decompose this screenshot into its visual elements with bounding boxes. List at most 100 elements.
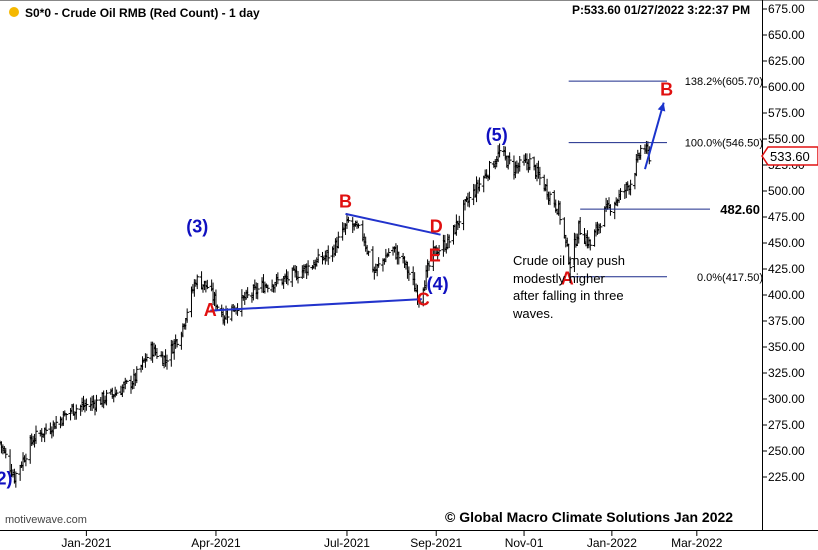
price-bar (205, 279, 210, 290)
price-bar (84, 398, 89, 411)
wave-label: B (339, 192, 352, 212)
price-bar (618, 188, 623, 200)
y-tick-label: 350.00 (768, 340, 805, 354)
price-bar (51, 420, 56, 437)
y-tick-label: 275.00 (768, 418, 805, 432)
wave-label: B (660, 79, 673, 99)
status-dot (9, 7, 19, 17)
wave-label: A (561, 269, 574, 289)
price-bar (296, 270, 301, 284)
price-bar (255, 282, 260, 300)
last-price-value: 533.60 (770, 149, 810, 164)
price-bar (23, 453, 28, 467)
price-bar (316, 248, 321, 263)
support-label: 482.60 (720, 202, 760, 217)
x-tick-label: Apr-2021 (191, 536, 241, 550)
chart-annotations: 138.2%(605.70) 100.0%(546.50) 0.0%(417.50)… (0, 76, 818, 488)
x-axis: Jan-2021 Apr-2021 Jul-2021 Sep-2021 Nov-01 Ja… (61, 530, 723, 550)
price-bar (454, 214, 459, 236)
price-bar (326, 245, 331, 265)
wave-label: (3) (186, 217, 208, 237)
price-bar (154, 347, 159, 359)
price-bar (638, 145, 643, 160)
y-tick-label: 375.00 (768, 314, 805, 328)
price-bar (406, 266, 411, 281)
price-bar (64, 413, 69, 421)
price-bar (527, 153, 532, 171)
price-bar (165, 354, 170, 370)
wave-label: D (430, 217, 443, 237)
price-bar (382, 258, 387, 265)
wave-label: (5) (486, 125, 508, 145)
x-tick-label: Sep-2021 (410, 536, 462, 550)
price-bar (608, 204, 613, 216)
price-bar (54, 415, 59, 429)
price-bar (265, 284, 270, 293)
price-bar (372, 266, 377, 280)
price-bar (285, 271, 290, 286)
x-tick-label: Jan-2021 (61, 536, 111, 550)
note-line-3: after falling in three (513, 288, 624, 303)
price-bar (134, 366, 139, 384)
price-bar (507, 152, 512, 165)
y-tick-label: 500.00 (768, 184, 805, 198)
price-bar (94, 394, 99, 412)
copyright: © Global Macro Climate Solutions Jan 202… (445, 509, 733, 525)
y-tick-label: 650.00 (768, 28, 805, 42)
price-bar (74, 404, 79, 420)
price-bar (447, 234, 452, 249)
price-bars (0, 140, 652, 488)
y-tick-label: 625.00 (768, 54, 805, 68)
price-bar (175, 339, 180, 348)
price-bar (588, 239, 593, 251)
price-bar (427, 260, 432, 271)
y-axis: 225.00 250.00 275.00 300.00 325.00 350.00 375.… (762, 2, 805, 484)
last-price-tag: 533.60 (761, 146, 818, 166)
price-bar (239, 289, 244, 317)
price-bar (568, 256, 573, 275)
price-bar (376, 257, 381, 268)
wave-label: (4) (427, 274, 449, 294)
wave-label: (2) (0, 468, 12, 488)
price-bar (558, 201, 563, 225)
fib-level-label: 0.0%(417.50) (697, 272, 763, 284)
price-bar (517, 155, 522, 172)
watermark: motivewave.com (5, 514, 87, 526)
y-tick-label: 450.00 (768, 236, 805, 250)
x-tick-label: Nov-01 (505, 536, 544, 550)
price-bar (3, 447, 8, 459)
price-bar (124, 379, 129, 384)
price-bar (245, 287, 250, 299)
y-tick-label: 475.00 (768, 210, 805, 224)
price-bar (547, 191, 552, 206)
price-bar (225, 308, 230, 324)
projection-arrow-head (657, 102, 666, 112)
price-bar (437, 245, 442, 256)
y-tick-label: 550.00 (768, 132, 805, 146)
price-bar (537, 166, 542, 186)
y-tick-label: 600.00 (768, 80, 805, 94)
y-tick-label: 575.00 (768, 106, 805, 120)
price-bar (114, 389, 119, 396)
price-bar (578, 217, 583, 236)
price-bar (497, 143, 502, 158)
note-line-4: waves. (512, 306, 553, 321)
price-bar (185, 308, 190, 323)
price-bar (104, 389, 109, 406)
price-bar (33, 425, 38, 444)
y-tick-label: 225.00 (768, 470, 805, 484)
x-tick-label: Mar-2022 (671, 536, 723, 550)
wave-label: E (429, 246, 441, 266)
x-tick-label: Jul-2021 (324, 536, 370, 550)
triangle-trendline (210, 298, 422, 312)
price-bar (416, 295, 421, 308)
price-bar (467, 191, 472, 208)
price-bar (562, 217, 567, 239)
price-bar (366, 250, 371, 256)
y-tick-label: 300.00 (768, 392, 805, 406)
price-bar (487, 160, 492, 180)
price-bar (144, 353, 149, 362)
wave-label: A (204, 300, 217, 320)
price-bar (306, 260, 311, 276)
